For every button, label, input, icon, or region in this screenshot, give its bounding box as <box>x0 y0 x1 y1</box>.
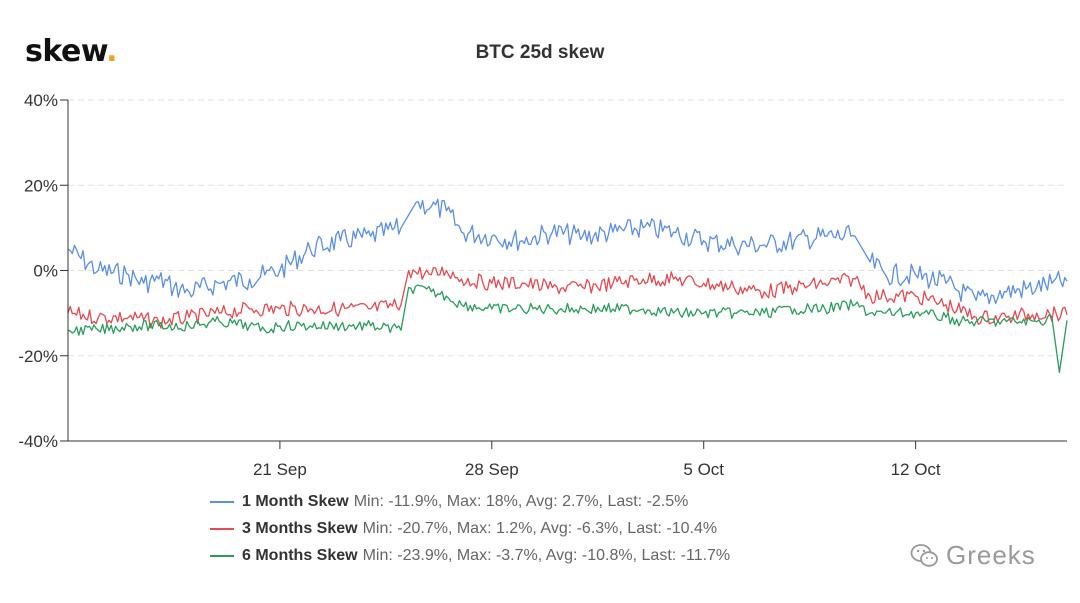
series-line-2 <box>67 266 1068 329</box>
x-tick-label: 12 Oct <box>891 460 941 479</box>
legend-item-6-months[interactable]: 6 Months Skew Min: -23.9%, Max: -3.7%, A… <box>210 542 730 569</box>
legend-swatch-1-month <box>210 500 234 503</box>
y-tick-label: 40% <box>24 91 58 110</box>
y-tick-label: -40% <box>18 432 58 451</box>
legend-swatch-3-months <box>210 527 234 530</box>
legend-stats: Min: -23.9%, Max: -3.7%, Avg: -10.8%, La… <box>362 546 731 564</box>
series-line-1 <box>67 198 1068 305</box>
skew-logo: skew. <box>25 34 118 69</box>
wechat-icon <box>910 543 938 567</box>
legend-stats: Min: -11.9%, Max: 18%, Avg: 2.7%, Last: … <box>353 492 689 510</box>
legend-item-1-month[interactable]: 1 Month Skew Min: -11.9%, Max: 18%, Avg:… <box>210 488 730 515</box>
greeks-watermark: Greeks <box>910 540 1036 571</box>
watermark-text: Greeks <box>946 540 1036 570</box>
legend-name: 3 Months Skew <box>242 519 358 537</box>
legend-name: 1 Month Skew <box>242 492 349 510</box>
x-tick-label: 21 Sep <box>253 460 307 479</box>
chart-title: BTC 25d skew <box>475 42 605 63</box>
legend-stats: Min: -20.7%, Max: 1.2%, Avg: -6.3%, Last… <box>362 519 718 537</box>
series-line-3 <box>67 284 1068 374</box>
legend-item-3-months[interactable]: 3 Months Skew Min: -20.7%, Max: 1.2%, Av… <box>210 515 730 542</box>
x-tick-label: 28 Sep <box>465 460 519 479</box>
y-tick-label: -20% <box>18 347 58 366</box>
legend-swatch-6-months <box>210 554 234 557</box>
x-tick-label: 5 Oct <box>683 460 724 479</box>
y-tick-label: 0% <box>33 262 58 281</box>
y-tick-label: 20% <box>24 176 58 195</box>
legend-name: 6 Months Skew <box>242 546 358 564</box>
chart-legend: 1 Month Skew Min: -11.9%, Max: 18%, Avg:… <box>210 488 730 569</box>
